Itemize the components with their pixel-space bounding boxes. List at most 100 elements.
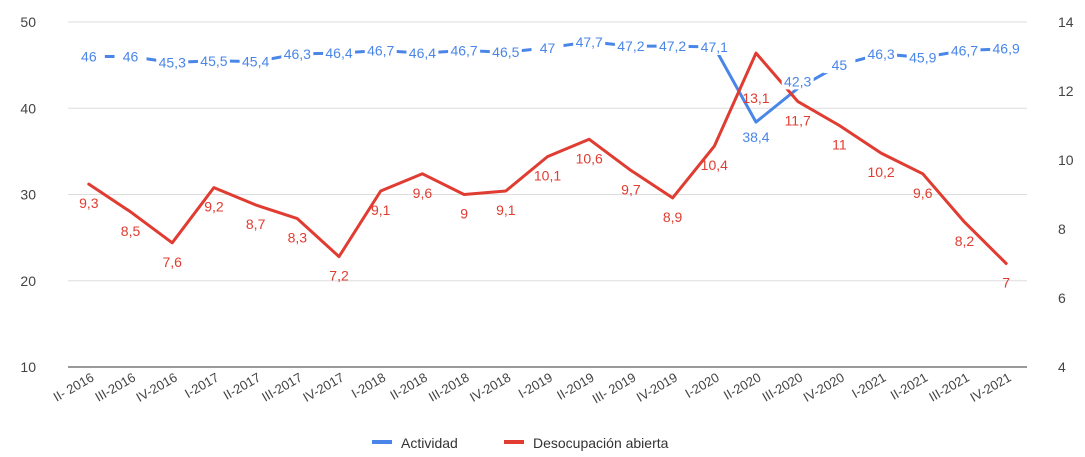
data-label-desocupacion: 10,6: [576, 150, 603, 166]
data-label-actividad: 46,3: [867, 46, 894, 62]
data-label-actividad: 46,5: [492, 44, 519, 60]
data-label-bg: [656, 39, 689, 55]
data-label-bg: [448, 43, 481, 59]
x-tick-label: IV-2019: [634, 370, 680, 405]
data-label-desocupacion: 7,6: [163, 254, 183, 270]
legend: Actividad Desocupación abierta: [372, 435, 669, 451]
data-labels: 46 46 45,3 45,5 45,4 46,3 46,4 46,7 46,4 46,7 46,5…: [72, 34, 1023, 291]
y-tick-left-label: 10: [20, 359, 36, 375]
x-tick-label: II- 2016: [51, 370, 97, 405]
x-tick-label: IV-2018: [467, 370, 513, 405]
data-label-desocupacion: 10,4: [701, 157, 728, 173]
data-label-desocupacion: 9,1: [371, 202, 391, 218]
x-tick-label: II-2017: [221, 370, 264, 403]
data-label-desocupacion: 9: [460, 206, 468, 222]
x-tick-label: I-2018: [349, 370, 388, 401]
data-label-bg: [72, 49, 105, 65]
data-label-bg: [739, 130, 772, 146]
data-label-desocupacion: 7: [1002, 275, 1010, 291]
data-label-bg: [906, 50, 939, 66]
data-label-bg: [239, 54, 272, 70]
data-label-bg: [865, 46, 898, 62]
data-label-actividad: 45,3: [159, 55, 186, 71]
y-tick-right-label: 8: [1058, 221, 1066, 237]
data-label-bg: [364, 43, 397, 59]
data-label-bg: [531, 40, 564, 56]
data-label-desocupacion: 8,9: [663, 209, 683, 225]
data-label-actividad: 45,5: [200, 53, 227, 69]
x-tick-label: II-2021: [888, 370, 931, 403]
x-tick-label: III-2021: [926, 370, 972, 405]
data-label-desocupacion: 8,7: [246, 216, 266, 232]
x-tick-label: II-2020: [721, 370, 764, 403]
data-label-desocupacion: 10,1: [534, 168, 561, 184]
data-label-bg: [489, 45, 522, 61]
data-label-desocupacion: 9,1: [496, 202, 516, 218]
legend-label-desocupacion: Desocupación abierta: [533, 435, 669, 451]
data-label-desocupacion: 9,2: [204, 199, 224, 215]
y-axis-left: 10 20 30 40 50: [20, 14, 36, 375]
data-label-bg: [281, 46, 314, 62]
data-label-bg: [156, 55, 189, 71]
y-axis-right: 4 6 8 10 12 14: [1058, 14, 1074, 375]
data-label-actividad: 46,3: [284, 46, 311, 62]
data-label-bg: [948, 43, 981, 59]
gridlines: [68, 21, 1027, 368]
data-label-desocupacion: 7,2: [329, 268, 349, 284]
x-tick-label: IV-2016: [133, 370, 179, 405]
data-label-actividad: 46: [81, 49, 97, 65]
y-tick-right-label: 12: [1058, 83, 1074, 99]
x-tick-label: I-2019: [516, 370, 555, 401]
data-label-desocupacion: 11: [832, 137, 847, 153]
data-label-desocupacion: 8,2: [955, 233, 975, 249]
data-label-actividad: 46,4: [409, 45, 436, 61]
data-label-desocupacion: 9,3: [79, 195, 99, 211]
data-label-bg: [323, 46, 356, 62]
data-label-bg: [698, 40, 731, 56]
x-tick-label: I-2021: [849, 370, 888, 401]
data-label-bg: [573, 34, 606, 50]
data-label-actividad: 46,7: [951, 42, 978, 58]
series-line-desocupacion: [87, 51, 1008, 265]
data-label-actividad: 38,4: [742, 129, 769, 145]
data-label-actividad: 46,7: [367, 42, 394, 58]
x-tick-label: I-2020: [682, 370, 721, 401]
legend-swatch-actividad: [372, 440, 392, 444]
legend-swatch-desocupacion: [504, 440, 524, 444]
data-label-bg: [781, 74, 814, 90]
x-tick-label: III-2016: [92, 370, 138, 405]
data-label-actividad: 47: [540, 40, 556, 56]
data-label-bg: [990, 41, 1023, 57]
data-label-actividad: 46,7: [450, 42, 477, 58]
data-label-bg: [614, 39, 647, 55]
x-tick-label: IV-2017: [300, 370, 346, 405]
x-tick-label: IV-2021: [967, 370, 1013, 405]
legend-label-actividad: Actividad: [401, 435, 458, 451]
data-label-actividad: 45,4: [242, 54, 269, 70]
data-label-actividad: 47,2: [659, 38, 686, 54]
x-tick-label: III-2018: [426, 370, 472, 405]
data-label-actividad: 45,9: [909, 49, 936, 65]
data-label-desocupacion: 9,6: [413, 185, 433, 201]
data-label-bg: [406, 46, 439, 62]
data-label-desocupacion: 8,5: [121, 223, 141, 239]
y-tick-right-label: 14: [1058, 14, 1074, 30]
data-label-actividad: 47,7: [576, 34, 603, 50]
data-label-bg: [114, 49, 147, 65]
data-label-actividad: 42,3: [784, 73, 811, 89]
data-label-desocupacion: 11,7: [785, 112, 811, 128]
data-label-actividad: 46,4: [325, 45, 352, 61]
data-label-actividad: 46,9: [993, 41, 1020, 57]
x-tick-label: III- 2019: [590, 370, 639, 407]
y-tick-right-label: 4: [1058, 359, 1066, 375]
y-tick-left-label: 50: [20, 14, 36, 30]
data-label-actividad: 47,2: [617, 38, 644, 54]
x-tick-label: III-2017: [259, 370, 305, 405]
data-label-actividad: 47,1: [701, 39, 728, 55]
data-label-desocupacion: 10,2: [867, 164, 894, 180]
x-tick-label: IV-2020: [801, 370, 847, 405]
x-tick-label: III-2020: [759, 370, 805, 405]
